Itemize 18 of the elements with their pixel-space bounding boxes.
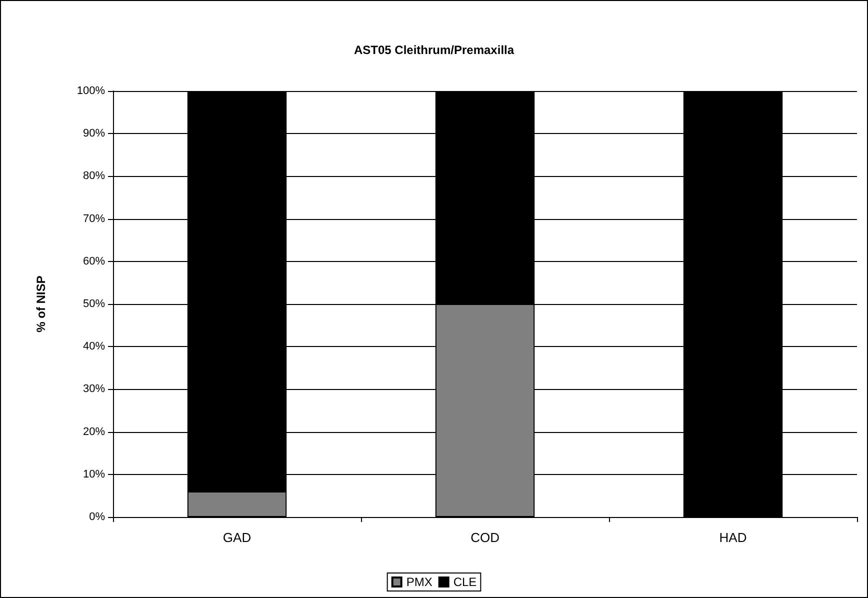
x-tick-label: COD [470, 530, 500, 545]
y-tick-label: 10% [82, 468, 106, 480]
y-tick-label: 60% [82, 255, 106, 268]
y-tick-label: 20% [82, 426, 106, 438]
x-tick-label: GAD [222, 530, 252, 545]
chart-title: AST05 Cleithrum/Premaxilla [354, 43, 514, 57]
legend-label: CLE [453, 575, 477, 589]
y-tick-label: 50% [82, 298, 106, 310]
x-tick-label: HAD [719, 530, 747, 545]
y-tick-label: 100% [76, 85, 106, 97]
legend-label: PMX [406, 575, 432, 589]
y-tick-label: 40% [82, 340, 106, 353]
y-axis-title: % of NISP [34, 276, 48, 332]
y-tick-label: 30% [82, 383, 106, 396]
y-tick-label: 80% [82, 170, 106, 182]
y-tick-label: 90% [82, 128, 106, 140]
y-tick-label: 0% [89, 511, 106, 523]
y-tick-label: 70% [82, 212, 106, 225]
